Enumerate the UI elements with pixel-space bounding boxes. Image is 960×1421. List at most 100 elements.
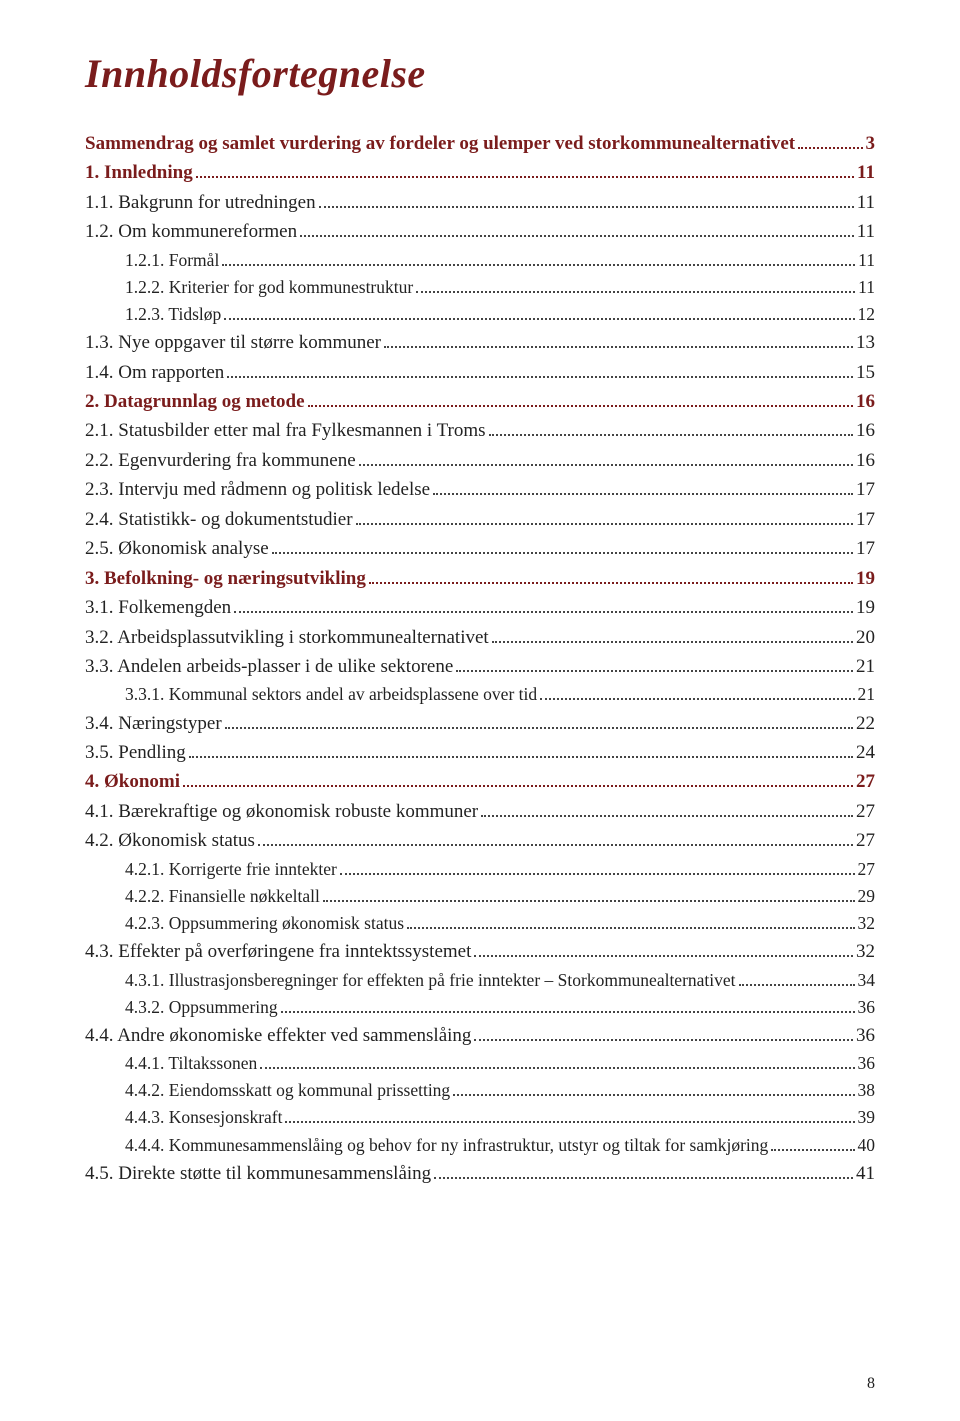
toc-leader-dots: [260, 1053, 854, 1069]
toc-entry-label: 1.1. Bakgrunn for utredningen: [85, 188, 316, 217]
toc-entry-label: 2.3. Intervju med rådmenn og politisk le…: [85, 475, 430, 504]
toc-entry: 3.2. Arbeidsplassutvikling i storkommune…: [85, 623, 875, 652]
toc-entry-label: 4.4. Andre økonomiske effekter ved samme…: [85, 1021, 471, 1050]
toc-entry-page: 21: [858, 681, 876, 708]
toc-leader-dots: [369, 566, 853, 583]
toc-entry-label: 4.2.3. Oppsummering økonomisk status: [125, 910, 404, 937]
toc-entry-page: 16: [856, 416, 875, 445]
toc-entry: 4.2. Økonomisk status 27: [85, 826, 875, 855]
toc-entry: 3.4. Næringstyper 22: [85, 709, 875, 738]
toc-entry-page: 19: [856, 564, 875, 593]
toc-entry-page: 17: [856, 475, 875, 504]
toc-leader-dots: [798, 132, 862, 149]
toc-entry: 3. Befolkning- og næringsutvikling 19: [85, 564, 875, 593]
toc-entry: 4. Økonomi 27: [85, 767, 875, 796]
toc-entry-label: 3.2. Arbeidsplassutvikling i storkommune…: [85, 623, 489, 652]
toc-entry: 2.5. Økonomisk analyse 17: [85, 534, 875, 563]
toc-entry: 2.3. Intervju med rådmenn og politisk le…: [85, 475, 875, 504]
toc-entry: 4.2.2. Finansielle nøkkeltall 29: [85, 883, 875, 910]
toc-entry-label: 4.3.1. Illustrasjonsberegninger for effe…: [125, 967, 736, 994]
toc-entry-page: 27: [856, 826, 875, 855]
toc-entry: Sammendrag og samlet vurdering av fordel…: [85, 129, 875, 158]
table-of-contents: Sammendrag og samlet vurdering av fordel…: [85, 129, 875, 1188]
toc-entry-label: 3.4. Næringstyper: [85, 709, 222, 738]
toc-entry-page: 11: [857, 158, 875, 187]
toc-entry-label: 4.2.2. Finansielle nøkkeltall: [125, 883, 320, 910]
toc-entry-label: 2.5. Økonomisk analyse: [85, 534, 269, 563]
toc-entry: 4.4. Andre økonomiske effekter ved samme…: [85, 1021, 875, 1050]
toc-entry: 1.2.2. Kriterier for god kommunestruktur…: [85, 274, 875, 301]
toc-entry-label: 1.2.1. Formål: [125, 247, 219, 274]
toc-leader-dots: [433, 478, 853, 495]
toc-entry-page: 17: [856, 505, 875, 534]
toc-entry: 2. Datagrunnlag og metode 16: [85, 387, 875, 416]
toc-leader-dots: [359, 449, 853, 466]
toc-entry-page: 11: [858, 274, 875, 301]
toc-leader-dots: [300, 220, 854, 237]
toc-entry: 1.2. Om kommunereformen 11: [85, 217, 875, 246]
toc-entry-label: 4.2. Økonomisk status: [85, 826, 255, 855]
toc-leader-dots: [474, 1024, 853, 1041]
toc-entry-page: 41: [856, 1159, 875, 1188]
toc-entry: 1.3. Nye oppgaver til større kommuner 13: [85, 328, 875, 357]
toc-entry: 3.1. Folkemengden 19: [85, 593, 875, 622]
toc-entry-page: 11: [858, 247, 875, 274]
toc-entry: 2.1. Statusbilder etter mal fra Fylkesma…: [85, 416, 875, 445]
toc-leader-dots: [258, 829, 853, 846]
toc-entry-label: 4.4.2. Eiendomsskatt og kommunal prisset…: [125, 1077, 450, 1104]
toc-entry-page: 19: [856, 593, 875, 622]
toc-leader-dots: [222, 250, 855, 266]
toc-entry-page: 11: [857, 217, 875, 246]
toc-entry: 1.2.1. Formål 11: [85, 247, 875, 274]
toc-leader-dots: [492, 625, 853, 642]
toc-leader-dots: [481, 800, 853, 817]
toc-entry: 4.4.1. Tiltakssonen 36: [85, 1050, 875, 1077]
toc-entry-label: 2.1. Statusbilder etter mal fra Fylkesma…: [85, 416, 486, 445]
toc-leader-dots: [489, 419, 853, 436]
toc-entry: 3.3.1. Kommunal sektors andel av arbeids…: [85, 681, 875, 708]
toc-entry: 1. Innledning 11: [85, 158, 875, 187]
toc-entry: 4.4.4. Kommunesammenslåing og behov for …: [85, 1132, 875, 1159]
toc-entry-page: 16: [856, 446, 875, 475]
toc-entry: 2.4. Statistikk- og dokumentstudier 17: [85, 505, 875, 534]
toc-leader-dots: [416, 277, 855, 293]
toc-entry: 4.2.1. Korrigerte frie inntekter 27: [85, 856, 875, 883]
toc-entry: 3.5. Pendling 24: [85, 738, 875, 767]
toc-entry: 4.3. Effekter på overføringene fra innte…: [85, 937, 875, 966]
toc-entry-label: 1.3. Nye oppgaver til større kommuner: [85, 328, 381, 357]
page-title: Innholdsfortegnelse: [85, 50, 875, 97]
toc-leader-dots: [474, 940, 853, 957]
toc-leader-dots: [434, 1162, 853, 1179]
toc-entry: 4.3.1. Illustrasjonsberegninger for effe…: [85, 967, 875, 994]
toc-entry-label: 4.4.3. Konsesjonskraft: [125, 1104, 282, 1131]
toc-entry-page: 36: [858, 1050, 876, 1077]
toc-entry-page: 11: [857, 188, 875, 217]
toc-entry-label: 4.3.2. Oppsummering: [125, 994, 278, 1021]
toc-entry-page: 34: [858, 967, 876, 994]
toc-entry-label: 3.1. Folkemengden: [85, 593, 231, 622]
toc-leader-dots: [456, 655, 853, 672]
toc-entry-page: 17: [856, 534, 875, 563]
toc-entry-label: 3.3. Andelen arbeids-plasser i de ulike …: [85, 652, 453, 681]
toc-entry-page: 36: [858, 994, 876, 1021]
toc-entry-page: 12: [858, 301, 876, 328]
toc-entry-page: 16: [856, 387, 875, 416]
toc-entry-label: 1.2.3. Tidsløp: [125, 301, 221, 328]
toc-leader-dots: [281, 997, 855, 1013]
toc-entry-label: 2.2. Egenvurdering fra kommunene: [85, 446, 356, 475]
toc-leader-dots: [285, 1107, 854, 1123]
toc-entry-label: 3.3.1. Kommunal sektors andel av arbeids…: [125, 681, 537, 708]
toc-entry-page: 29: [858, 883, 876, 910]
toc-entry-page: 32: [858, 910, 876, 937]
page-number-footer: 8: [867, 1375, 875, 1393]
toc-entry: 4.2.3. Oppsummering økonomisk status 32: [85, 910, 875, 937]
toc-leader-dots: [308, 390, 853, 407]
toc-entry-label: 1.2.2. Kriterier for god kommunestruktur: [125, 274, 413, 301]
toc-entry: 4.4.2. Eiendomsskatt og kommunal prisset…: [85, 1077, 875, 1104]
toc-entry-page: 27: [858, 856, 876, 883]
toc-leader-dots: [189, 741, 853, 758]
toc-entry: 3.3. Andelen arbeids-plasser i de ulike …: [85, 652, 875, 681]
toc-leader-dots: [272, 537, 853, 554]
toc-entry-page: 40: [858, 1132, 876, 1159]
toc-leader-dots: [225, 711, 853, 728]
